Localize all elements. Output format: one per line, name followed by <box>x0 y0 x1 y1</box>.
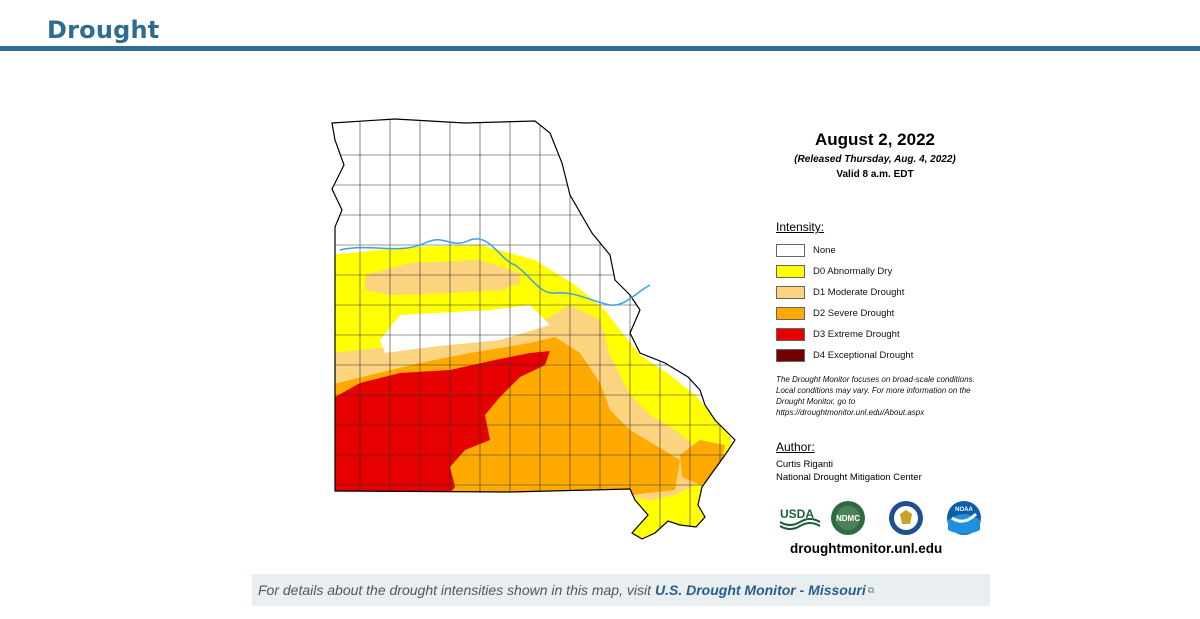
header-divider <box>0 46 1200 51</box>
svg-text:NDMC: NDMC <box>836 514 860 523</box>
intensity-title: Intensity: <box>776 220 825 234</box>
legend-swatch <box>776 349 805 362</box>
legend-panel: August 2, 2022 (Released Thursday, Aug. … <box>740 130 1010 556</box>
commerce-seal-logo <box>889 501 923 535</box>
legend-items: None D0 Abnormally Dry D1 Moderate Droug… <box>776 240 913 366</box>
page-title: Drought <box>47 16 160 44</box>
map-date: August 2, 2022 <box>815 130 935 149</box>
legend-swatch <box>776 286 805 299</box>
usda-logo: USDA <box>779 507 821 530</box>
legend-item-d3: D3 Extreme Drought <box>776 324 913 345</box>
missouri-drought-map <box>330 115 750 545</box>
state-outline <box>331 118 736 540</box>
legend-item-none: None <box>776 240 913 261</box>
svg-text:USDA: USDA <box>780 507 814 521</box>
legend-swatch <box>776 307 805 320</box>
legend-item-d4: D4 Exceptional Drought <box>776 345 913 366</box>
legend-swatch <box>776 244 805 257</box>
legend-item-d1: D1 Moderate Drought <box>776 282 913 303</box>
release-date: (Released Thursday, Aug. 4, 2022) <box>794 154 956 165</box>
disclaimer-note: The Drought Monitor focuses on broad-sca… <box>776 375 975 417</box>
drought-monitor-link[interactable]: U.S. Drought Monitor - Missouri <box>654 582 866 598</box>
legend-swatch <box>776 328 805 341</box>
page-header: Drought <box>0 0 1200 52</box>
author-title: Author: <box>776 440 815 454</box>
external-link-icon: ⧉ <box>867 584 875 595</box>
agency-logos: USDA NDMC NOAA <box>776 500 986 536</box>
author-info: Curtis Riganti National Drought Mitigati… <box>776 458 922 484</box>
ndmc-logo: NDMC <box>831 501 865 535</box>
footer-bar: For details about the drought intensitie… <box>252 574 990 606</box>
author-name: Curtis Riganti <box>776 459 834 470</box>
legend-item-d2: D2 Severe Drought <box>776 303 913 324</box>
missouri-river <box>339 238 651 306</box>
noaa-logo: NOAA <box>947 501 981 535</box>
author-org: National Drought Mitigation Center <box>776 472 922 483</box>
legend-swatch <box>776 265 805 278</box>
map-svg <box>331 118 736 540</box>
legend-item-d0: D0 Abnormally Dry <box>776 261 913 282</box>
valid-time: Valid 8 a.m. EDT <box>836 169 914 180</box>
svg-text:NOAA: NOAA <box>955 507 973 513</box>
footer-text: For details about the drought intensitie… <box>258 582 651 598</box>
d3-region <box>332 351 550 493</box>
site-url: droughtmonitor.unl.edu <box>790 541 943 556</box>
